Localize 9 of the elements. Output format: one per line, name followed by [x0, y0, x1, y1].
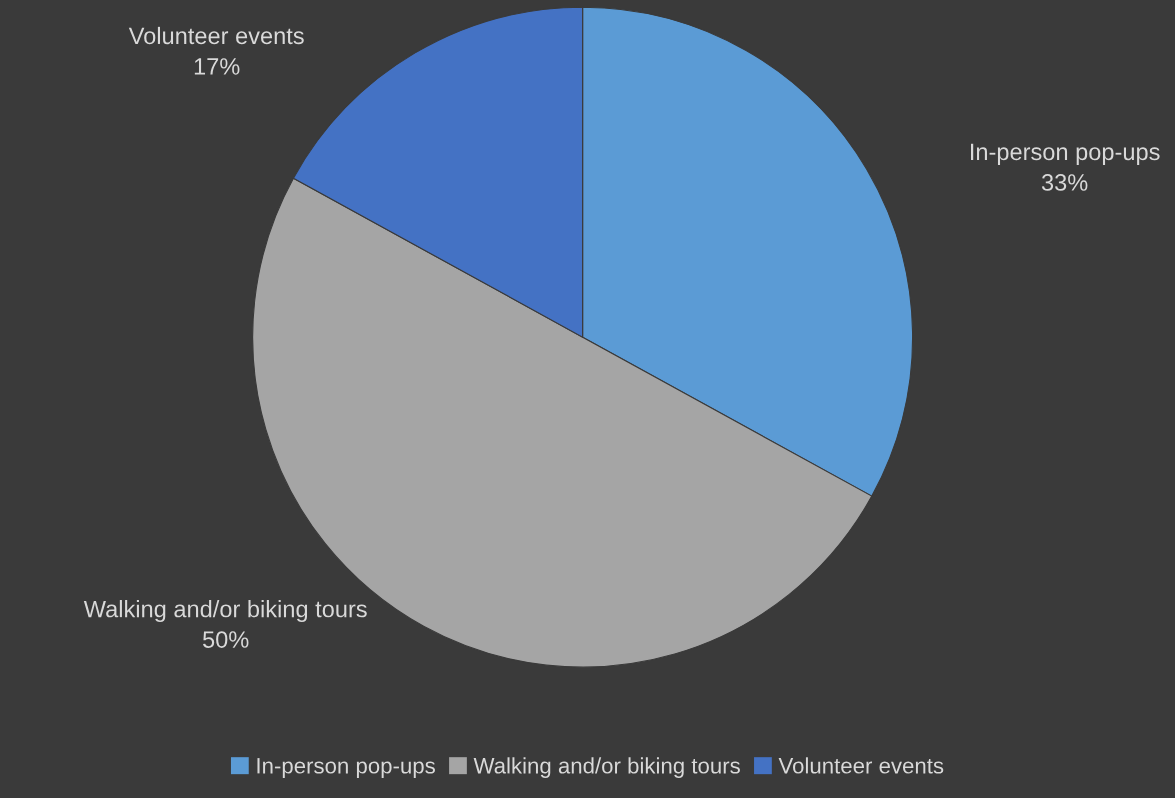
data-label: 17%: [194, 58, 240, 75]
slice-label: Walking and/or biking tours: [83, 600, 367, 623]
legend-label: Volunteer events: [778, 757, 944, 774]
legend-label: In-person pop-ups: [257, 758, 435, 778]
slice-label: Volunteer events: [128, 26, 304, 45]
legend-label: Walking and/or biking tours: [473, 757, 740, 778]
slice-label: In-person pop-ups: [971, 143, 1160, 165]
data-label: 50%: [202, 631, 249, 648]
data-label: 33%: [1041, 174, 1088, 191]
